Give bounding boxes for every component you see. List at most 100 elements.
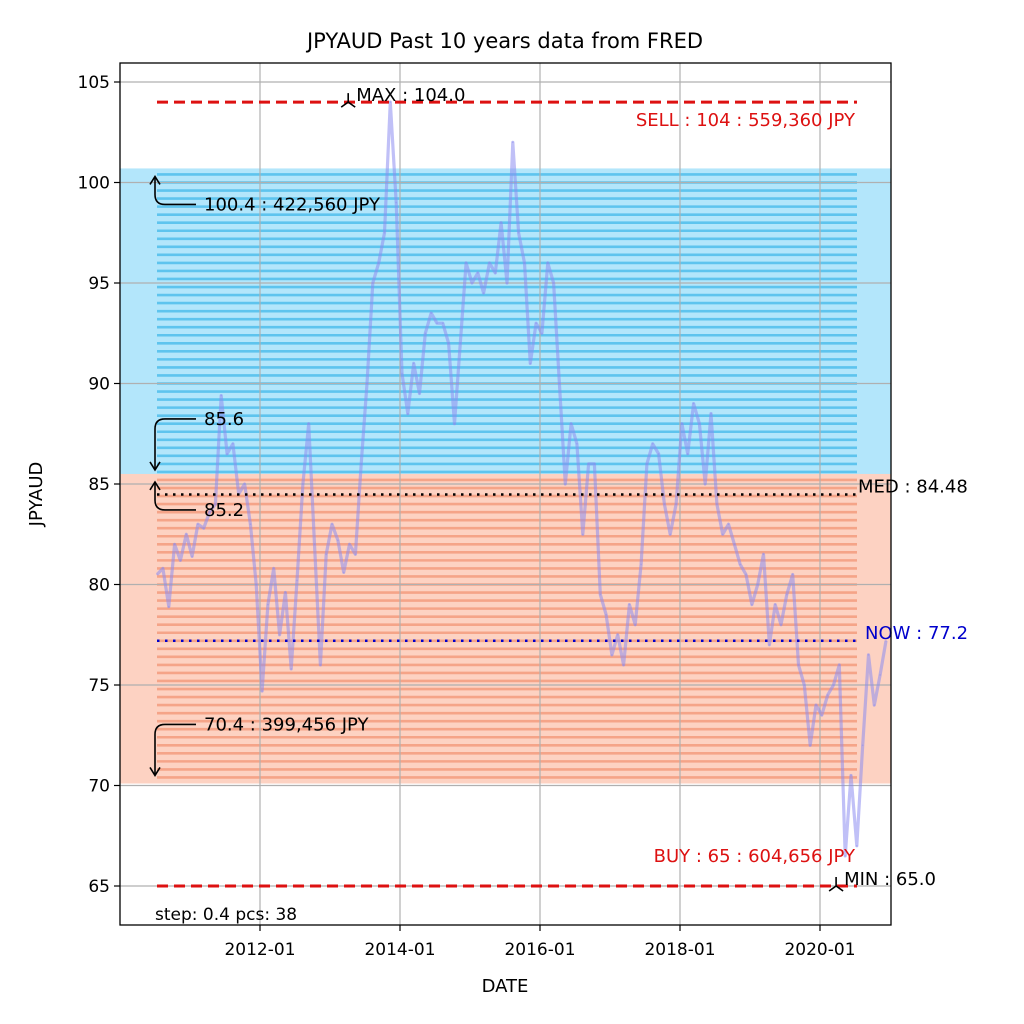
sell-zone-band — [120, 168, 891, 478]
price-point — [821, 714, 823, 716]
y-tick-label: 105 — [78, 73, 110, 93]
price-point — [442, 322, 444, 325]
price-point — [418, 392, 421, 395]
buy-top-arrow-icon — [149, 480, 161, 491]
price-point — [202, 527, 205, 530]
price-point — [838, 664, 841, 666]
buy-top-connector — [154, 481, 196, 511]
price-point — [867, 654, 870, 656]
y-tick-label: 75 — [88, 676, 110, 696]
price-point — [354, 553, 357, 556]
min-marker-icon — [828, 877, 844, 892]
price-point — [302, 483, 304, 485]
price-point — [809, 744, 811, 747]
price-point — [360, 463, 362, 465]
price-point — [873, 704, 876, 706]
price-point — [407, 412, 409, 415]
price-point — [372, 282, 374, 284]
price-point — [337, 539, 339, 542]
price-point — [500, 221, 502, 224]
price-point — [459, 342, 462, 345]
price-point — [879, 674, 881, 676]
price-point — [727, 523, 730, 525]
price-point — [290, 668, 293, 670]
x-tick-label: 2016-01 — [504, 940, 575, 960]
price-point — [698, 422, 701, 425]
price-point — [284, 591, 287, 594]
x-axis-label: DATE — [482, 976, 529, 997]
price-point — [803, 684, 806, 686]
price-point — [523, 262, 526, 264]
sell-top-connector — [154, 176, 196, 206]
price-point — [511, 141, 514, 144]
price-point — [832, 684, 835, 686]
price-point — [797, 664, 800, 666]
price-point — [185, 533, 188, 536]
price-point — [541, 332, 543, 335]
price-point — [774, 603, 776, 606]
median-label: MED : 84.48 — [858, 476, 968, 497]
price-point — [692, 402, 695, 405]
price-point — [296, 579, 298, 582]
axes-frame — [119, 62, 892, 926]
y-axis-label: JPYAUD — [26, 462, 47, 528]
price-point — [570, 422, 572, 425]
price-point — [482, 292, 485, 294]
series-layer — [155, 100, 888, 858]
price-point — [628, 603, 631, 606]
buy-bottom-arrow-icon — [149, 767, 161, 777]
price-point — [249, 523, 252, 525]
price-point — [850, 774, 852, 777]
bands-layer — [120, 168, 891, 784]
price-point — [342, 571, 345, 574]
y-tick-label: 85 — [88, 475, 110, 495]
price-point — [156, 573, 158, 576]
price-line — [155, 100, 888, 858]
price-point — [634, 623, 637, 626]
price-point — [191, 555, 193, 558]
price-point — [319, 664, 322, 666]
price-point — [651, 443, 654, 445]
price-point — [716, 503, 718, 505]
price-point — [214, 503, 217, 505]
buy-label: BUY : 65 : 604,656 JPY — [654, 846, 856, 867]
sell-top-arrow-icon — [149, 174, 161, 185]
price-point — [529, 362, 532, 365]
x-tick-label: 2018-01 — [644, 940, 715, 960]
sell-bottom-arrow-icon — [149, 461, 161, 472]
price-point — [756, 583, 759, 586]
price-point — [471, 282, 473, 284]
sell-label: SELL : 104 : 559,360 JPY — [636, 110, 856, 131]
price-point — [669, 533, 672, 536]
price-point — [383, 231, 386, 234]
price-point — [686, 453, 689, 455]
price-point — [681, 422, 683, 425]
price-point — [517, 231, 520, 234]
max-marker-icon — [340, 93, 356, 108]
price-point — [208, 511, 211, 513]
price-point — [751, 603, 753, 606]
price-point — [646, 463, 648, 465]
price-point — [815, 704, 817, 706]
price-point — [605, 613, 607, 616]
price-point — [331, 523, 333, 525]
price-point — [564, 483, 567, 485]
ticks-layer: 65 70 75 80 85 90 95 100 105 2012-01 2014-01 2016-0… — [78, 73, 856, 960]
price-point — [395, 201, 397, 204]
sell-top-label: 100.4 : 422,560 JPY — [204, 194, 381, 215]
price-point — [278, 633, 281, 636]
price-point — [611, 654, 613, 656]
price-point — [389, 101, 392, 103]
price-point — [272, 567, 275, 570]
price-point — [599, 593, 602, 596]
price-point — [465, 262, 467, 264]
price-point — [762, 553, 765, 556]
price-point — [791, 573, 794, 576]
price-point — [576, 443, 578, 445]
price-point — [552, 282, 555, 284]
price-point — [558, 382, 561, 385]
price-point — [162, 567, 164, 570]
price-point — [424, 332, 427, 335]
price-point — [739, 563, 741, 566]
